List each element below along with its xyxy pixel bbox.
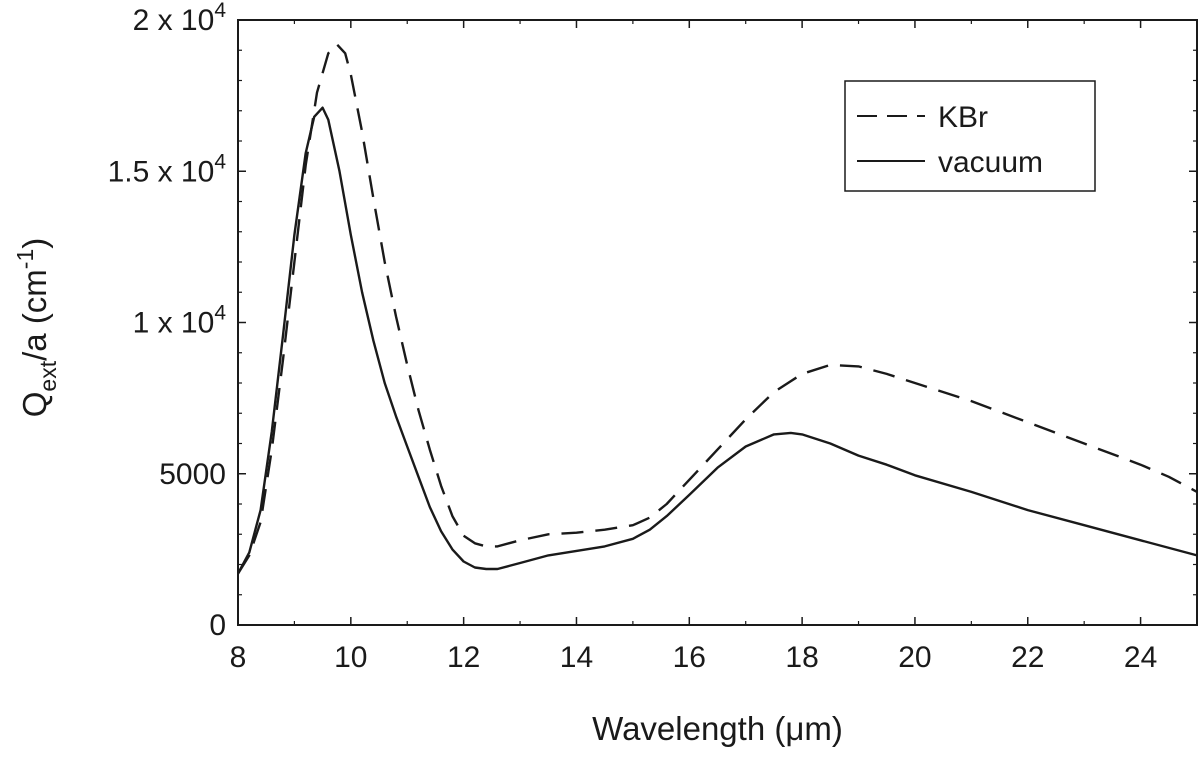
y-axis-label-end: ) [16,238,53,249]
y-tick-label: 0 [209,609,226,642]
y-axis-label-sup: -1 [12,249,38,269]
y-tick-label: 2 x 104 [133,0,227,37]
x-tick-label: 12 [447,641,480,674]
x-axis: 8 10 12 14 16 18 20 22 24 [230,20,1198,674]
x-tick-label: 16 [673,641,706,674]
x-tick-label: 8 [230,641,247,674]
x-tick-label: 18 [785,641,818,674]
y-axis: 0 5000 1 x 104 1.5 x 104 2 x 104 [108,0,1197,642]
y-tick-label: 5000 [159,458,226,491]
x-tick-label: 14 [560,641,593,674]
x-axis-label: Wavelength (μm) [592,710,843,747]
series-group [236,43,1198,575]
y-axis-label-rest: /a (cm [16,269,53,361]
x-tick-label: 22 [1011,641,1044,674]
y-axis-label-sub: ext [35,360,61,391]
x-tick-label: 10 [334,641,367,674]
x-tick-label: 20 [898,641,931,674]
y-axis-label-main: Q [16,392,53,418]
legend-label-vacuum: vacuum [938,146,1043,179]
series-line-vacuum [236,106,1198,575]
x-tick-label: 24 [1124,641,1157,674]
y-axis-label: Qext/a (cm-1) [12,238,61,417]
y-tick-label: 1.5 x 104 [108,150,227,188]
legend-label-kbr: KBr [938,101,988,134]
legend: KBr vacuum [844,80,1096,192]
series-line-kbr [236,43,1198,575]
legend-box [844,80,1096,192]
y-tick-label: 1 x 104 [133,302,227,340]
